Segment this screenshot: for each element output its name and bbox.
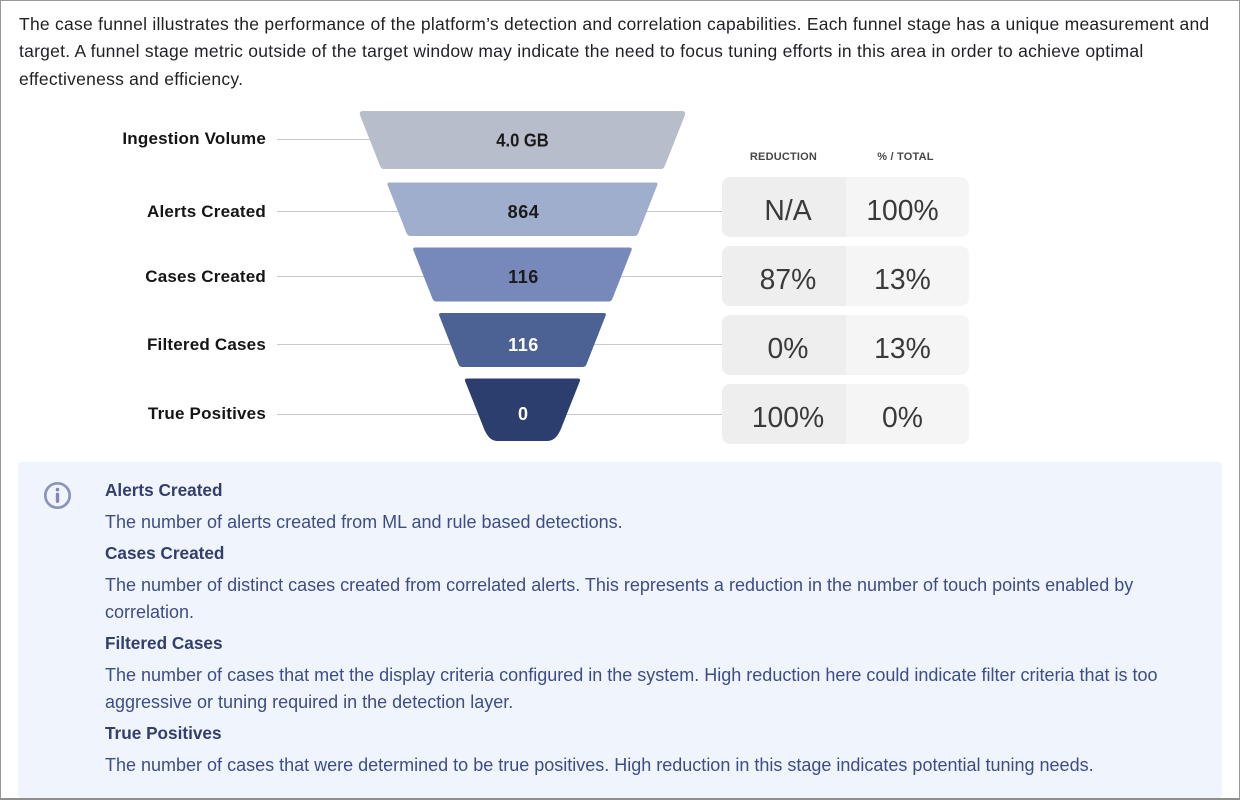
svg-text:116: 116 — [508, 335, 539, 355]
svg-text:4.0 GB: 4.0 GB — [496, 131, 549, 151]
svg-text:0: 0 — [518, 404, 528, 424]
svg-text:116: 116 — [508, 267, 539, 287]
svg-text:864: 864 — [508, 202, 540, 222]
